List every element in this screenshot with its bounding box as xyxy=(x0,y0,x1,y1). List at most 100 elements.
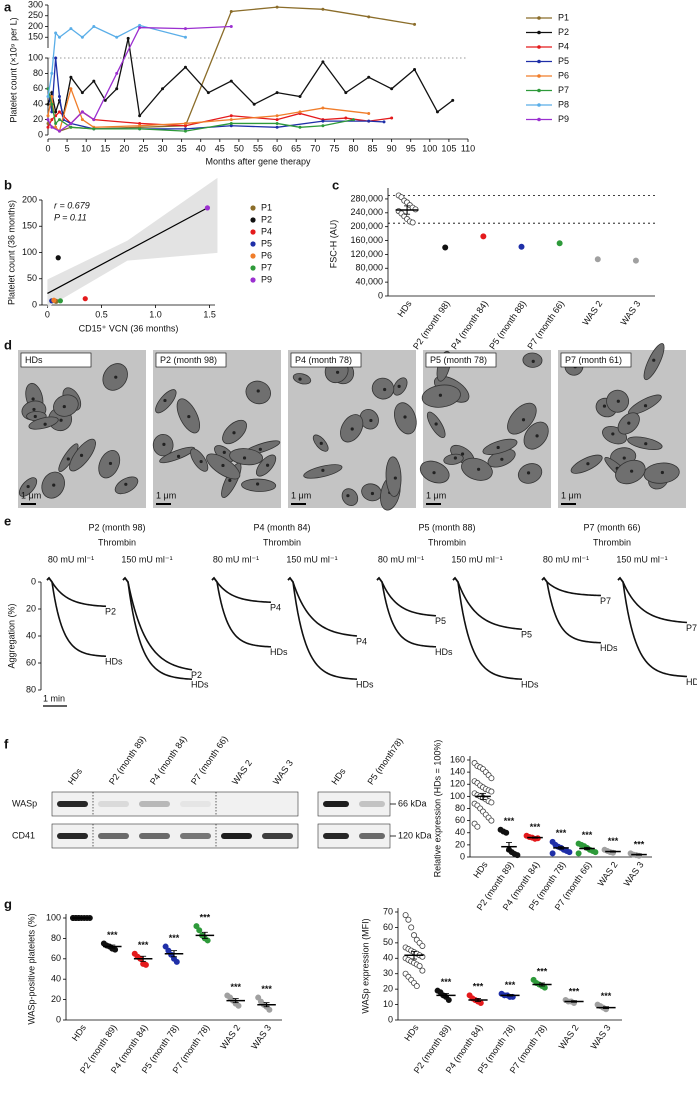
y-axis-label: WASp-positive platelets (%) xyxy=(26,913,36,1024)
platelet xyxy=(28,416,59,430)
aggregation-trace xyxy=(122,576,193,671)
y-tick-label: 40,000 xyxy=(355,277,383,287)
platelet xyxy=(53,394,79,417)
data-point xyxy=(138,127,142,131)
micrograph-label: P7 (month 61) xyxy=(565,355,622,365)
data-point xyxy=(80,91,84,95)
data-point xyxy=(229,114,233,118)
legend-label: P2 xyxy=(558,27,569,37)
y-tick-label: 50 xyxy=(383,937,393,947)
significance: *** xyxy=(504,816,515,826)
aggregation-trace xyxy=(211,576,272,648)
data-point xyxy=(69,125,73,129)
x-tick-label: 0.5 xyxy=(95,309,108,319)
y-tick-label: 60 xyxy=(383,922,393,932)
trace-label: HDs xyxy=(435,647,453,657)
data-point xyxy=(50,118,54,122)
legend-marker xyxy=(537,16,541,20)
granule xyxy=(350,427,354,431)
x-tick-label: 45 xyxy=(215,143,225,153)
x-tick-label: 60 xyxy=(272,143,282,153)
data-point xyxy=(488,817,495,824)
data-point xyxy=(69,87,73,91)
data-point xyxy=(46,102,50,106)
data-point xyxy=(321,60,325,64)
granule xyxy=(321,468,325,472)
x-tick-label: WAS 3 xyxy=(622,860,646,888)
platelet xyxy=(159,446,196,464)
x-axis-label: CD15⁺ VCN (36 months) xyxy=(79,323,179,333)
data-point xyxy=(382,120,386,124)
band xyxy=(57,801,88,807)
granule xyxy=(500,457,504,461)
data-point xyxy=(54,110,58,114)
label-box xyxy=(155,352,227,368)
y-tick-label: 0 xyxy=(388,1014,393,1024)
aggregation-trace xyxy=(617,576,688,624)
y-tick-label: 140 xyxy=(450,767,465,777)
x-tick-label: 65 xyxy=(291,143,301,153)
granule xyxy=(586,462,590,466)
granule xyxy=(32,407,36,412)
granule xyxy=(33,414,37,419)
data-point xyxy=(54,121,58,125)
data-point xyxy=(183,121,187,125)
significance: *** xyxy=(169,933,180,943)
y-tick-label: 40 xyxy=(33,99,43,109)
y-axis-label: Platelet count (36 months) xyxy=(6,200,16,305)
granule xyxy=(298,377,302,381)
data-point xyxy=(229,124,233,128)
label-box xyxy=(20,352,92,368)
y-tick-label: 70 xyxy=(383,906,393,916)
data-point xyxy=(82,296,88,302)
granule xyxy=(526,471,531,475)
aggregation-trace xyxy=(541,576,602,644)
micrograph xyxy=(288,350,417,511)
data-point xyxy=(298,110,302,114)
data-point xyxy=(92,79,96,83)
y-axis-label: Relative expression (HDs = 100%) xyxy=(432,740,442,878)
y-tick-label: 200 xyxy=(22,194,37,204)
platelet xyxy=(371,377,395,400)
dose-label: 80 mU ml⁻¹ xyxy=(378,554,424,564)
significance: *** xyxy=(138,940,149,950)
data-point xyxy=(196,927,203,934)
x-tick-label: 55 xyxy=(253,143,263,153)
legend-marker xyxy=(250,241,256,247)
x-tick-label: WAS 2 xyxy=(218,1023,242,1051)
data-point xyxy=(275,118,279,122)
lane-label: WAS 3 xyxy=(271,758,295,786)
data-point xyxy=(405,916,412,923)
data-point xyxy=(115,35,119,39)
data-point xyxy=(229,25,233,28)
data-point xyxy=(57,118,61,122)
panel-label: b xyxy=(4,177,12,192)
x-tick-label: 15 xyxy=(100,143,110,153)
y-axis-label: FSC-H (AU) xyxy=(328,220,338,269)
granule xyxy=(535,434,539,438)
x-tick-label: 40 xyxy=(196,143,206,153)
band xyxy=(323,801,349,807)
data-point xyxy=(321,7,325,11)
x-tick-label: 105 xyxy=(441,143,456,153)
dose-label: 150 mU ml⁻¹ xyxy=(121,554,172,564)
granule xyxy=(622,456,626,460)
legend-label: P8 xyxy=(558,99,569,109)
legend-label: P4 xyxy=(261,226,272,236)
data-point xyxy=(138,23,142,27)
y-tick-label: 120 xyxy=(450,779,465,789)
scale-bar-label: 1 μm xyxy=(561,490,581,500)
y-tick-label: 0 xyxy=(31,576,36,586)
data-point xyxy=(298,125,302,129)
legend-label: P5 xyxy=(558,56,569,66)
significance: *** xyxy=(261,984,272,994)
row-label: CD41 xyxy=(12,830,35,840)
band xyxy=(98,801,129,807)
platelet xyxy=(385,456,402,497)
data-point xyxy=(46,118,50,122)
data-point xyxy=(229,9,233,13)
granule xyxy=(265,463,270,467)
data-point xyxy=(390,87,394,91)
panel-label: c xyxy=(332,177,339,192)
data-point xyxy=(413,68,417,72)
